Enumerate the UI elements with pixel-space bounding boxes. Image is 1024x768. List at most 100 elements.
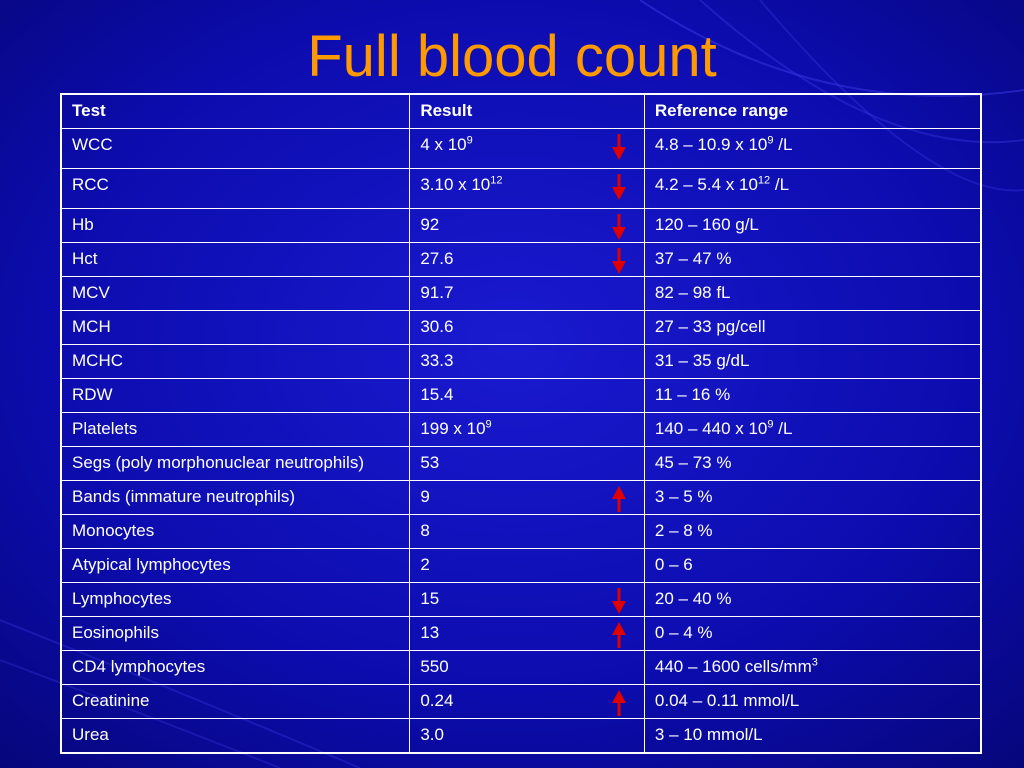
cell-test: Lymphocytes xyxy=(60,582,411,617)
cell-test: MCV xyxy=(60,276,411,311)
cell-result: 13 xyxy=(409,616,645,651)
reference-value: 0.04 – 0.11 mmol/L xyxy=(654,691,800,710)
test-name: Atypical lymphocytes xyxy=(72,555,231,574)
table-row: MCV 91.7 82 – 98 fL xyxy=(60,276,982,311)
cell-result: 53 xyxy=(409,446,645,481)
table-row: Monocytes 8 2 – 8 % xyxy=(60,514,982,549)
arrow-down-icon xyxy=(612,214,627,240)
reference-exponent: 9 xyxy=(767,134,774,147)
cell-reference-range: 82 – 98 fL xyxy=(643,276,982,311)
table-row: Hct 27.6 37 – 47 % xyxy=(60,242,982,277)
result-value: 30.6 xyxy=(420,317,454,336)
result-value: 4 x 10 xyxy=(420,135,467,154)
cell-reference-range: 140 – 440 x 109 /L xyxy=(643,412,982,447)
arrow-down-icon xyxy=(612,248,627,274)
reference-value: 2 – 8 % xyxy=(654,521,713,540)
cell-reference-range: 31 – 35 g/dL xyxy=(643,344,982,379)
result-value: 92 xyxy=(420,215,440,234)
cell-result: 33.3 xyxy=(409,344,645,379)
cell-result: 30.6 xyxy=(409,310,645,345)
test-name: Urea xyxy=(72,725,109,744)
blood-count-table: Test Result Reference range WCC 4 x 109 4.… xyxy=(60,93,982,754)
table-row: MCHC 33.3 31 – 35 g/dL xyxy=(60,344,982,379)
reference-value: 82 – 98 fL xyxy=(654,283,731,302)
table-row: Hb 92 120 – 160 g/L xyxy=(60,208,982,243)
result-value: 9 xyxy=(420,487,430,506)
cell-result: 4 x 109 xyxy=(409,128,645,169)
cell-test: Atypical lymphocytes xyxy=(60,548,411,583)
table-row: Urea 3.0 3 – 10 mmol/L xyxy=(60,718,982,754)
reference-value: 20 – 40 % xyxy=(654,589,732,608)
cell-test: Hb xyxy=(60,208,411,243)
cell-test: Creatinine xyxy=(60,684,411,719)
reference-value: 45 – 73 % xyxy=(654,453,732,472)
reference-value: 4.2 – 5.4 x 10 xyxy=(654,175,758,194)
reference-value: 140 – 440 x 10 xyxy=(654,419,768,438)
cell-reference-range: 0.04 – 0.11 mmol/L xyxy=(643,684,982,719)
cell-result: 0.24 xyxy=(409,684,645,719)
arrow-down-icon xyxy=(612,174,627,200)
cell-test: RDW xyxy=(60,378,411,413)
reference-value: 27 – 33 pg/cell xyxy=(654,317,766,336)
header-test: Test xyxy=(60,93,411,129)
cell-test: Bands (immature neutrophils) xyxy=(60,480,411,515)
reference-unit: /L xyxy=(773,135,793,154)
result-value: 53 xyxy=(420,453,440,472)
cell-test: Segs (poly morphonuclear neutrophils) xyxy=(60,446,411,481)
cell-test: RCC xyxy=(60,168,411,209)
table-row: RDW 15.4 11 – 16 % xyxy=(60,378,982,413)
result-exponent: 12 xyxy=(490,174,503,187)
header-result: Result xyxy=(409,93,645,129)
cell-test: Eosinophils xyxy=(60,616,411,651)
cell-test: MCH xyxy=(60,310,411,345)
cell-reference-range: 27 – 33 pg/cell xyxy=(643,310,982,345)
reference-value: 11 – 16 % xyxy=(654,385,731,404)
cell-reference-range: 45 – 73 % xyxy=(643,446,982,481)
test-name: Lymphocytes xyxy=(72,589,172,608)
table-row: WCC 4 x 109 4.8 – 10.9 x 109 /L xyxy=(60,128,982,169)
result-value: 15.4 xyxy=(420,385,454,404)
reference-exponent: 3 xyxy=(811,656,818,669)
test-name: Monocytes xyxy=(72,521,155,540)
test-name: WCC xyxy=(72,135,113,154)
slide-title: Full blood count xyxy=(307,24,717,89)
arrow-up-icon xyxy=(612,622,627,648)
result-exponent: 9 xyxy=(485,418,492,431)
cell-result: 15.4 xyxy=(409,378,645,413)
cell-result: 91.7 xyxy=(409,276,645,311)
test-name: MCV xyxy=(72,283,110,302)
test-name: RDW xyxy=(72,385,113,404)
reference-exponent: 9 xyxy=(767,418,774,431)
table-row: MCH 30.6 27 – 33 pg/cell xyxy=(60,310,982,345)
reference-exponent: 12 xyxy=(757,174,771,187)
result-value: 2 xyxy=(420,555,430,574)
test-name: Creatinine xyxy=(72,691,150,710)
table-header-row: Test Result Reference range xyxy=(60,93,982,129)
cell-test: WCC xyxy=(60,128,411,169)
cell-reference-range: 440 – 1600 cells/mm3 xyxy=(643,650,982,685)
table-body: WCC 4 x 109 4.8 – 10.9 x 109 /L RCC 3.10 x 1… xyxy=(60,128,982,754)
test-name: RCC xyxy=(72,175,109,194)
test-name: Eosinophils xyxy=(72,623,159,642)
cell-test: Hct xyxy=(60,242,411,277)
cell-result: 3.0 xyxy=(409,718,645,754)
cell-result: 15 xyxy=(409,582,645,617)
reference-unit: /L xyxy=(770,175,790,194)
result-value: 0.24 xyxy=(420,691,454,710)
cell-result: 3.10 x 1012 xyxy=(409,168,645,209)
table-row: Platelets 199 x 109 140 – 440 x 109 /L xyxy=(60,412,982,447)
cell-test: Urea xyxy=(60,718,411,754)
cell-reference-range: 0 – 6 xyxy=(643,548,982,583)
result-value: 550 xyxy=(420,657,449,676)
cell-test: CD4 lymphocytes xyxy=(60,650,411,685)
arrow-up-icon xyxy=(612,486,627,512)
cell-reference-range: 4.8 – 10.9 x 109 /L xyxy=(643,128,982,169)
cell-result: 550 xyxy=(409,650,645,685)
test-name: Segs (poly morphonuclear neutrophils) xyxy=(72,453,364,472)
cell-result: 8 xyxy=(409,514,645,549)
cell-reference-range: 4.2 – 5.4 x 1012 /L xyxy=(643,168,982,209)
reference-value: 3 – 5 % xyxy=(654,487,713,506)
cell-reference-range: 120 – 160 g/L xyxy=(643,208,982,243)
cell-reference-range: 11 – 16 % xyxy=(643,378,982,413)
table-row: Lymphocytes 15 20 – 40 % xyxy=(60,582,982,617)
